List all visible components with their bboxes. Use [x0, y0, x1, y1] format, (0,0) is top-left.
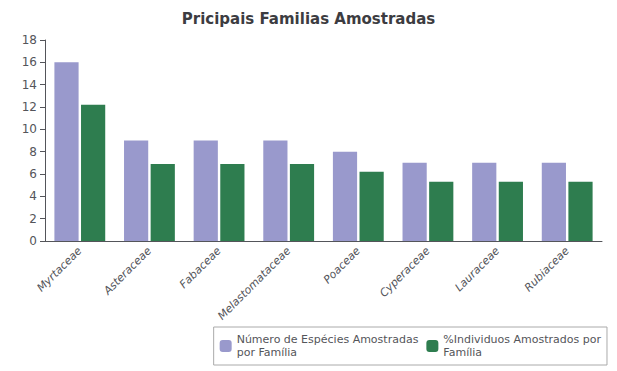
- svg-text:8: 8: [29, 145, 37, 159]
- svg-text:por Família: por Família: [237, 346, 297, 359]
- svg-text:Melastomataceae: Melastomataceae: [215, 244, 293, 322]
- svg-text:12: 12: [22, 100, 37, 114]
- svg-text:16: 16: [22, 55, 37, 69]
- svg-text:14: 14: [22, 78, 37, 92]
- svg-text:4: 4: [29, 189, 37, 203]
- svg-text:Número de Espécies Amostradas: Número de Espécies Amostradas: [237, 333, 419, 346]
- svg-text:6: 6: [29, 167, 37, 181]
- svg-text:Poaceae: Poaceae: [321, 244, 363, 286]
- svg-text:Myrtaceae: Myrtaceae: [34, 244, 84, 294]
- svg-text:Asteraceae: Asteraceae: [100, 244, 154, 298]
- svg-text:0: 0: [29, 234, 37, 248]
- svg-text:Fabaceae: Fabaceae: [177, 244, 224, 291]
- svg-text:Família: Família: [443, 346, 482, 359]
- svg-text:Lauraceae: Lauraceae: [452, 244, 502, 294]
- svg-text:18: 18: [22, 33, 37, 47]
- svg-text:Rubiaceae: Rubiaceae: [522, 244, 572, 294]
- svg-text:10: 10: [22, 122, 37, 136]
- svg-text:Cyperaceae: Cyperaceae: [377, 244, 433, 300]
- svg-text:2: 2: [29, 212, 37, 226]
- svg-text:%Individuos Amostrados por: %Individuos Amostrados por: [443, 333, 601, 346]
- svg-text:Pricipais Familias Amostradas: Pricipais Familias Amostradas: [182, 10, 436, 28]
